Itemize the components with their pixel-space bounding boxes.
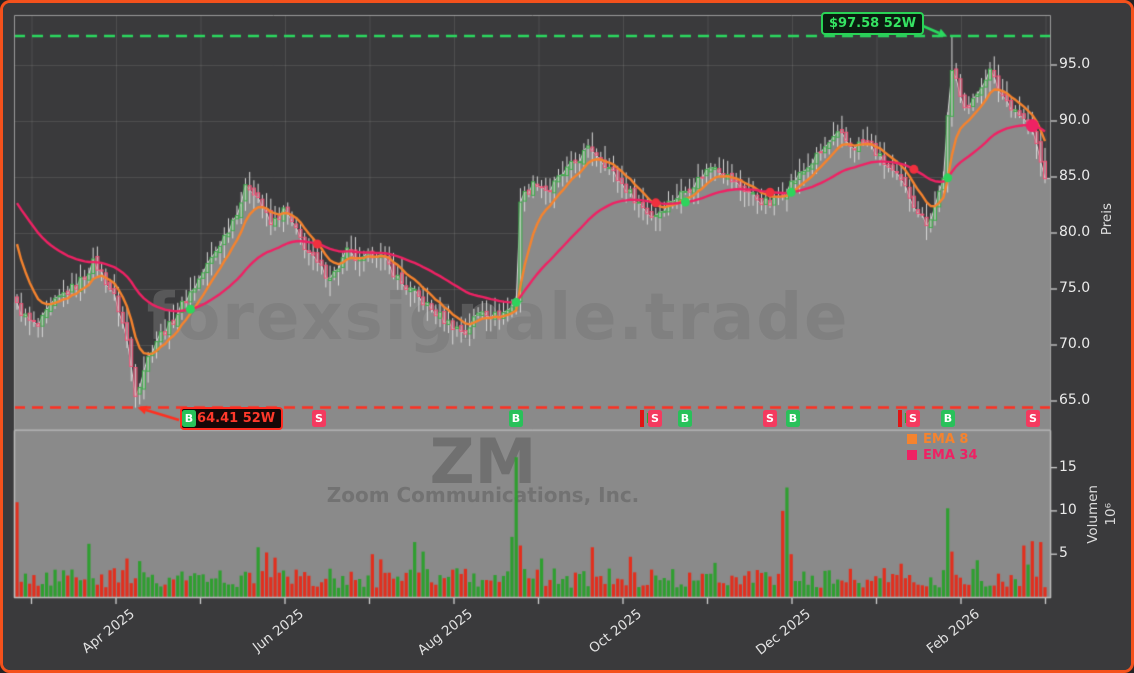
ema8-legend-row: EMA 8	[907, 431, 978, 447]
annotation-52w-low: $64.41 52W	[180, 407, 284, 430]
ema8-swatch-icon	[907, 434, 917, 444]
price-axis-title: Preis	[1099, 203, 1115, 236]
volume-axis-title: Volumen 10⁶	[1085, 439, 1119, 589]
price-volume-chart-canvas	[3, 3, 1131, 670]
ema-legend: EMA 8 EMA 34	[907, 431, 978, 463]
ema34-legend-row: EMA 34	[907, 447, 978, 463]
annotation-52w-high: $97.58 52W	[821, 12, 925, 35]
ema8-legend-label: EMA 8	[923, 431, 969, 447]
volume-axis-scale: 10⁶	[1103, 502, 1119, 526]
ema34-swatch-icon	[907, 450, 917, 460]
volume-axis-title-text: Volumen	[1085, 484, 1101, 544]
ema34-legend-label: EMA 34	[923, 447, 978, 463]
